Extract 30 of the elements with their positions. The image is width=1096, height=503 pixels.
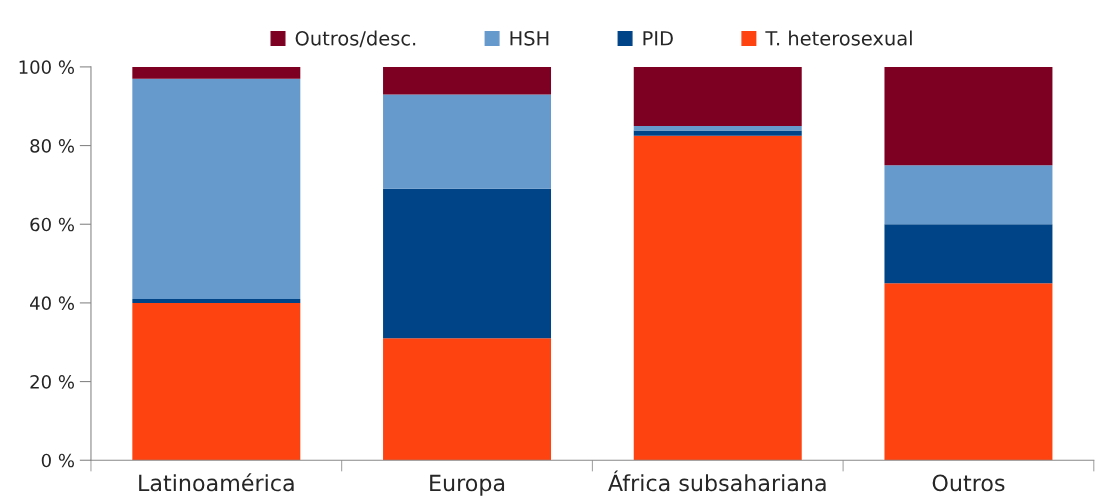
legend-label: HSH — [510, 30, 549, 46]
bar — [633, 130, 802, 136]
bar — [884, 224, 1053, 284]
bar — [132, 66, 301, 79]
legend-label: PID — [643, 31, 673, 46]
bar — [383, 66, 552, 95]
y-tick-label: 60 % — [30, 217, 74, 232]
bar — [633, 135, 802, 461]
bar — [132, 302, 301, 461]
bar — [383, 94, 552, 189]
bar — [884, 165, 1053, 225]
bar — [884, 66, 1053, 166]
bar — [884, 283, 1053, 461]
x-tick-label: África subsahariana — [608, 470, 826, 492]
y-tick-label: 40 % — [30, 296, 74, 311]
x-tick-label: Latinoamérica — [139, 473, 294, 492]
bar — [383, 338, 552, 461]
x-tick-label: Outros — [932, 474, 1005, 492]
legend-label: T. heterosexual — [765, 30, 912, 46]
y-tick-label: 20 % — [30, 375, 74, 389]
bar — [633, 66, 802, 126]
bar — [132, 298, 301, 303]
bar — [633, 125, 802, 131]
x-tick-label: Europa — [430, 474, 505, 496]
bar — [132, 78, 301, 299]
legend-label: Outros/desc. — [295, 30, 416, 48]
y-tick-label: 100 % — [19, 60, 74, 75]
y-tick-label: 0 % — [41, 453, 74, 468]
y-tick-label: 80 % — [30, 139, 74, 153]
bar — [383, 188, 552, 339]
